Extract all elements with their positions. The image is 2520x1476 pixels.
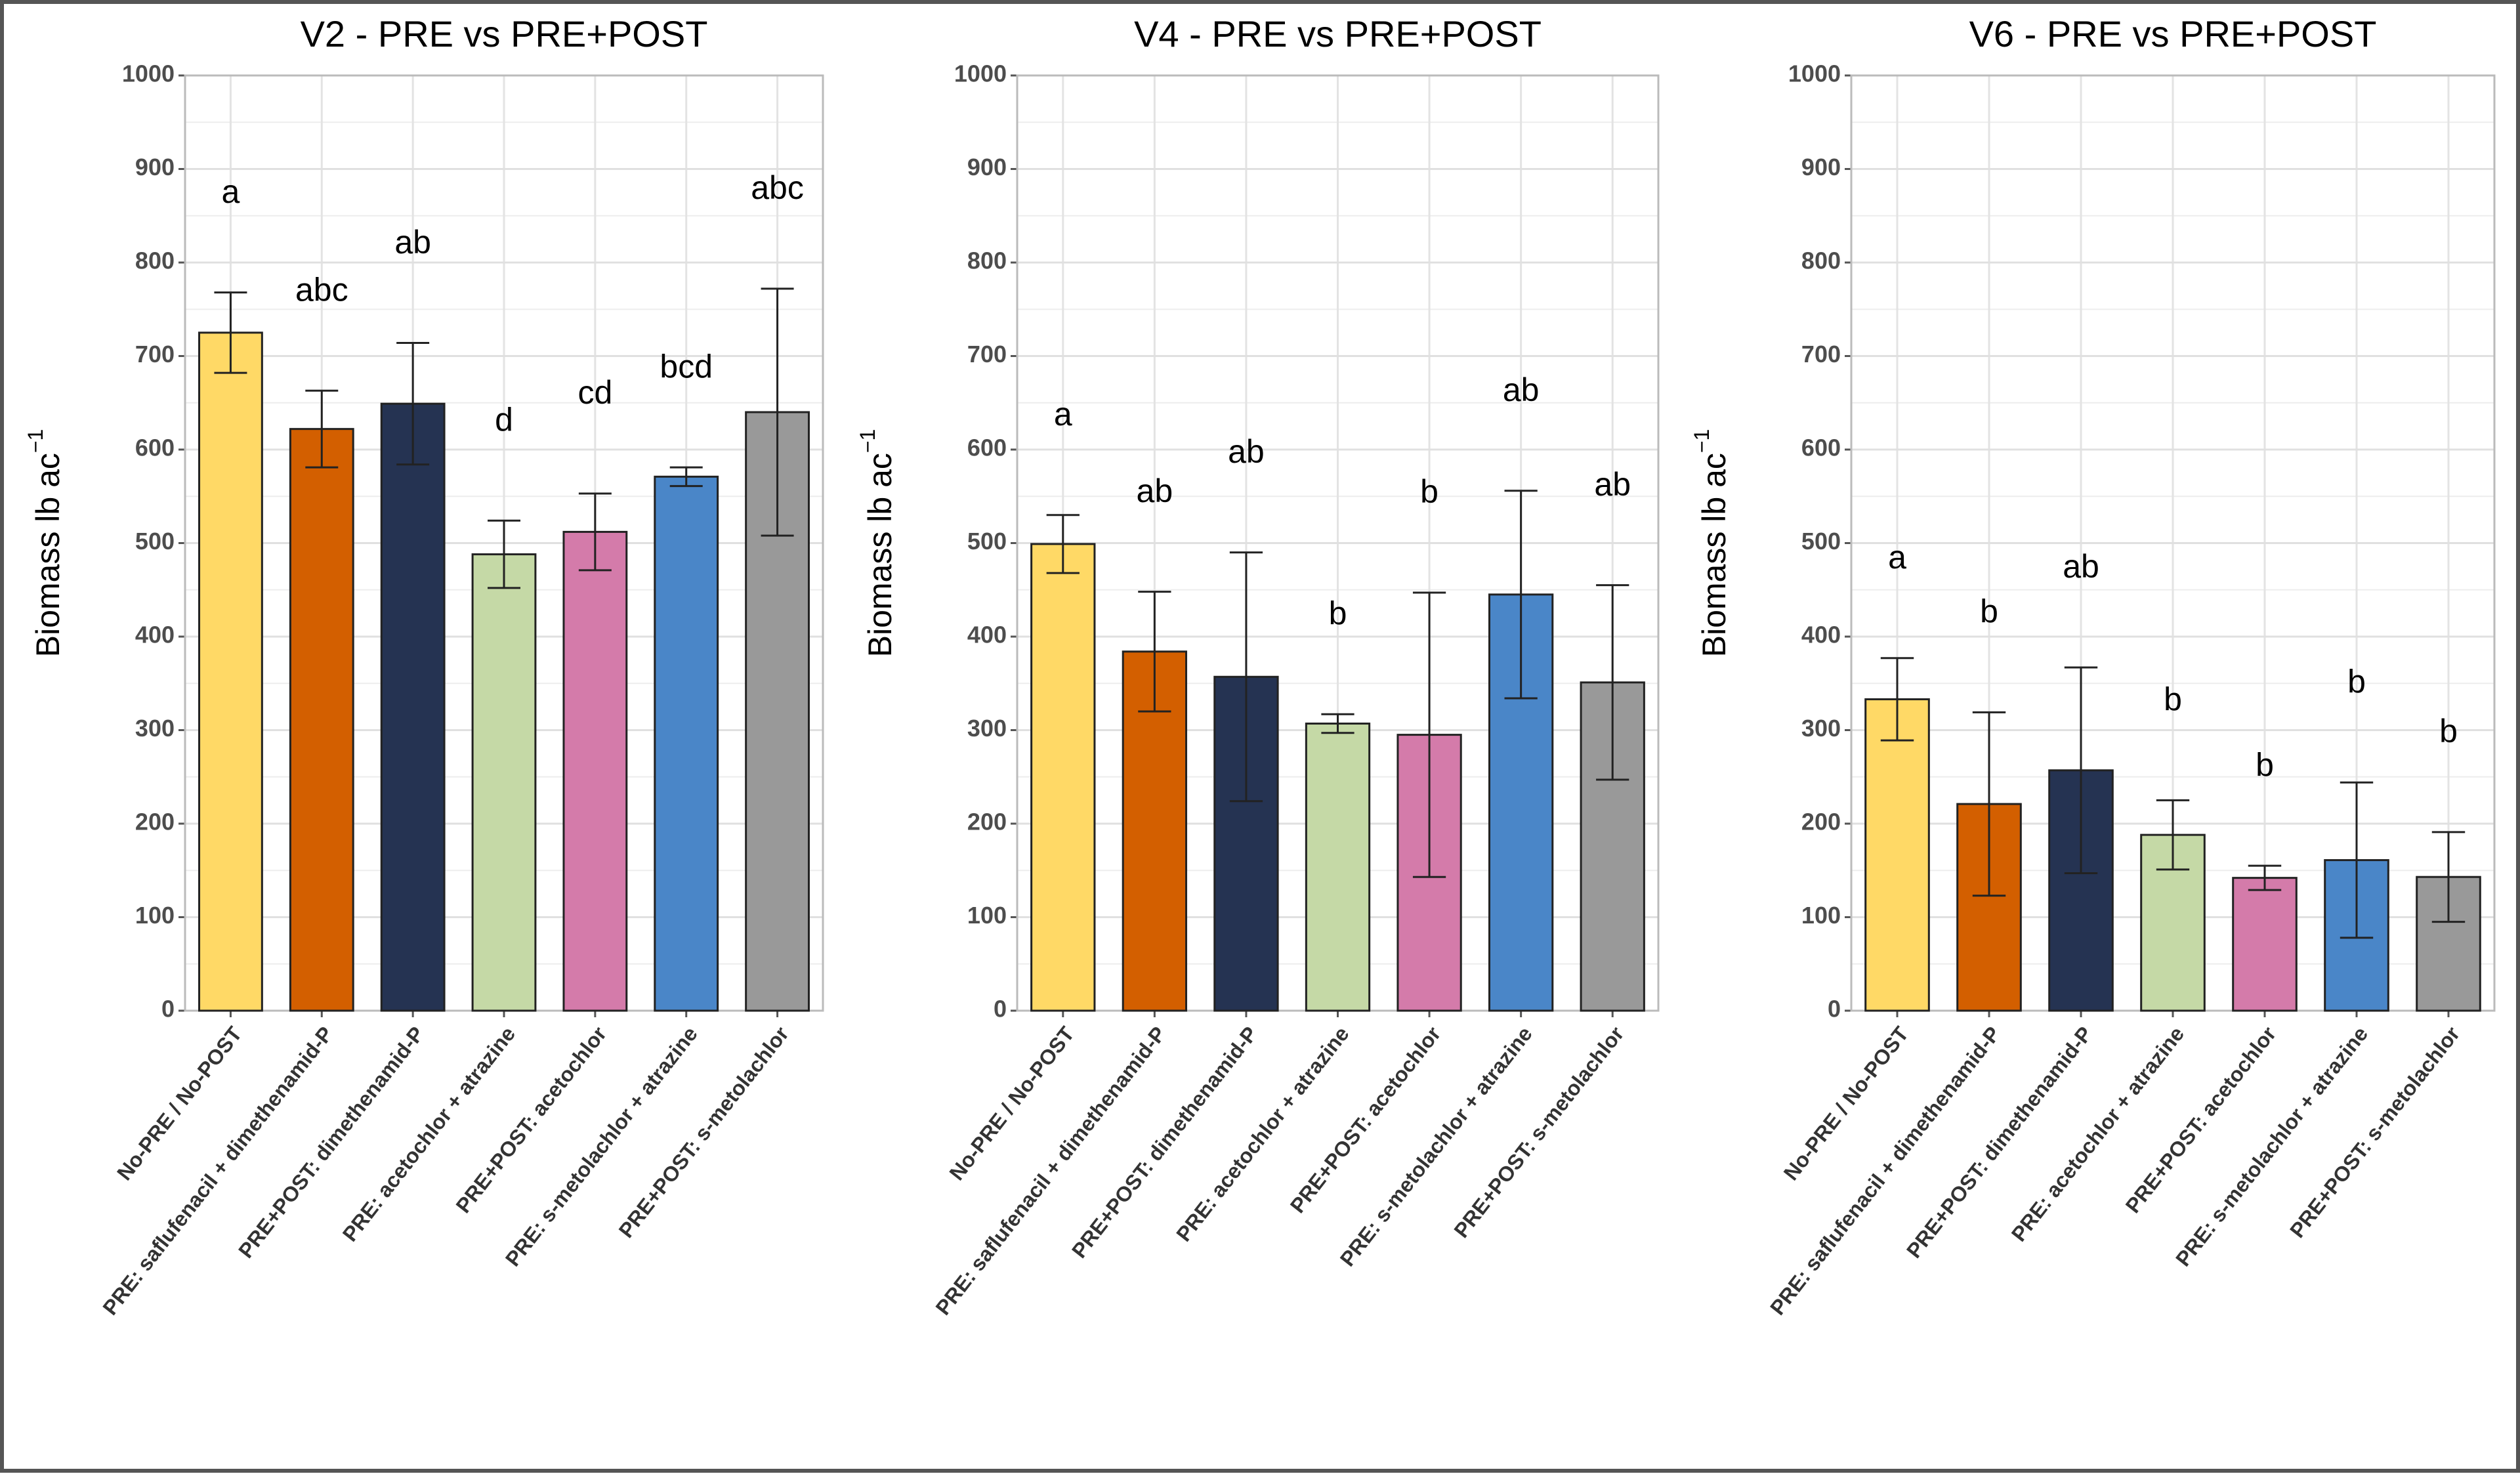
y-tick-label: 800 [967, 247, 1007, 274]
y-tick-label: 300 [967, 715, 1007, 742]
y-tick-label: 300 [1801, 715, 1841, 742]
significance-letter: abc [295, 271, 348, 308]
y-tick-label: 500 [967, 528, 1007, 555]
error-bar [396, 342, 430, 466]
error-bar [305, 389, 339, 469]
y-tick-label: 300 [135, 715, 175, 742]
error-bar [1046, 514, 1080, 574]
y-tick-label: 100 [135, 902, 175, 929]
y-tick-label: 600 [1801, 434, 1841, 461]
bar [471, 553, 537, 1012]
chart-title: V2 - PRE vs PRE+POST [301, 13, 708, 54]
bar [289, 428, 354, 1012]
bar [1030, 543, 1096, 1012]
significance-letter: ab [1228, 433, 1265, 470]
y-axis-title-superscript: −1 [24, 429, 47, 453]
y-tick-label: 100 [1801, 902, 1841, 929]
y-tick-label: 900 [1801, 154, 1841, 180]
significance-letter: d [495, 402, 513, 438]
error-bar [214, 291, 247, 374]
significance-letter: b [2256, 746, 2274, 783]
error-bar [2340, 781, 2374, 939]
error-bar [2431, 831, 2466, 923]
y-tick-label: 200 [967, 809, 1007, 835]
y-tick-label: 600 [135, 434, 175, 461]
y-tick-label: 400 [967, 622, 1007, 648]
y-tick-label: 700 [1801, 341, 1841, 368]
significance-letter: bcd [660, 348, 713, 385]
significance-letter: cd [578, 374, 612, 411]
y-tick-label: 1000 [1788, 60, 1841, 87]
y-tick-label: 0 [1828, 996, 1841, 1023]
y-tick-label: 1000 [954, 60, 1007, 87]
error-bar [1972, 711, 2006, 897]
significance-letter: ab [1137, 473, 1173, 509]
error-bar [488, 519, 520, 589]
bar [562, 530, 628, 1012]
error-bar [669, 466, 703, 488]
y-tick-label: 600 [967, 434, 1007, 461]
y-tick-label: 100 [967, 902, 1007, 929]
bar [654, 475, 719, 1012]
error-bar [578, 492, 612, 572]
y-tick-label: 800 [135, 247, 175, 274]
y-tick-label: 500 [1801, 528, 1841, 555]
y-tick-label: 200 [1801, 809, 1841, 835]
y-axis-title: Biomass lb ac−1 [24, 429, 66, 658]
error-bar [761, 287, 794, 537]
bar [380, 402, 446, 1012]
significance-letter: ab [1503, 371, 1540, 408]
significance-letter: b [2164, 681, 2182, 718]
bar [1864, 698, 1930, 1012]
error-bar [1504, 490, 1538, 700]
chart-title: V4 - PRE vs PRE+POST [1134, 13, 1542, 54]
y-tick-label: 200 [135, 809, 175, 835]
y-tick-label: 1000 [122, 60, 175, 87]
error-bar [1138, 591, 1171, 713]
y-tick-label: 900 [967, 154, 1007, 180]
significance-letter: a [222, 173, 240, 210]
significance-letter: b [2439, 713, 2458, 749]
y-axis-title-text: Biomass lb ac [1696, 453, 1732, 657]
error-bar [2156, 799, 2190, 871]
y-axis-title-superscript: −1 [856, 429, 879, 453]
error-bar [2248, 864, 2282, 891]
error-bar [1880, 657, 1914, 742]
y-tick-label: 500 [135, 528, 175, 555]
significance-letter: b [1420, 473, 1438, 510]
bar [2232, 877, 2298, 1012]
significance-letter: ab [1594, 466, 1631, 503]
y-axis-title: Biomass lb ac−1 [856, 429, 898, 658]
significance-letter: a [1888, 539, 1906, 576]
error-bar [1412, 591, 1446, 878]
error-bar [1229, 551, 1263, 803]
chart-title: V6 - PRE vs PRE+POST [1969, 13, 2377, 54]
y-tick-label: 700 [967, 341, 1007, 368]
y-axis-title: Biomass lb ac−1 [1690, 429, 1732, 658]
y-axis-title-superscript: −1 [1690, 429, 1713, 453]
error-bar [2064, 666, 2098, 875]
y-axis-title-text: Biomass lb ac [30, 453, 66, 657]
y-tick-label: 700 [135, 341, 175, 368]
y-tick-label: 800 [1801, 247, 1841, 274]
error-bar [1321, 713, 1354, 734]
significance-letter: b [2347, 664, 2366, 700]
bar [198, 331, 263, 1012]
y-axis-title-text: Biomass lb ac [862, 453, 898, 657]
significance-letter: abc [751, 169, 804, 206]
error-bar [1596, 584, 1629, 781]
y-tick-label: 400 [135, 622, 175, 648]
y-tick-label: 0 [994, 996, 1007, 1023]
y-tick-label: 400 [1801, 622, 1841, 648]
significance-letter: ab [2063, 548, 2099, 585]
y-tick-label: 900 [135, 154, 175, 180]
significance-letter: b [1329, 595, 1347, 631]
significance-letter: a [1054, 396, 1072, 432]
significance-letter: b [1980, 593, 1998, 630]
bar [1305, 723, 1371, 1012]
significance-letter: ab [394, 224, 431, 261]
y-tick-label: 0 [161, 996, 175, 1023]
